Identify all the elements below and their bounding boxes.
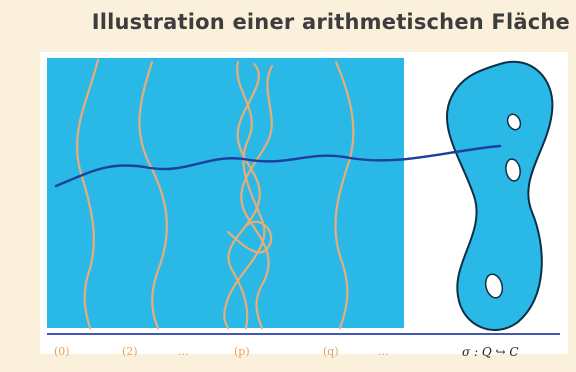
hole-2 <box>505 158 521 182</box>
label-prime-0: (0) <box>54 345 70 358</box>
generic-fiber-curve <box>54 144 502 188</box>
fiber-p-strand-3 <box>240 64 274 330</box>
label-prime-p: (p) <box>234 345 250 358</box>
riemann-surface <box>446 60 554 331</box>
label-prime-2: (2) <box>122 345 138 358</box>
fiber-p-strand-1 <box>223 60 266 330</box>
label-prime-q: (q) <box>323 345 339 358</box>
label-ellipsis-2: ... <box>378 345 389 358</box>
hole-1 <box>506 113 522 131</box>
figure-title: Illustration einer arithmetischen Fläche <box>91 10 570 34</box>
fiber-q <box>334 60 355 330</box>
fiber-0 <box>76 58 100 330</box>
fiber-p-strand-2 <box>227 62 261 330</box>
surface-rectangle <box>47 58 404 328</box>
fiber-p-strand-4 <box>226 220 273 254</box>
fiber-2 <box>138 60 168 330</box>
label-ellipsis-1: ... <box>178 345 189 358</box>
label-embedding: σ : Q ↪ C <box>462 345 519 359</box>
hole-3 <box>484 273 504 299</box>
